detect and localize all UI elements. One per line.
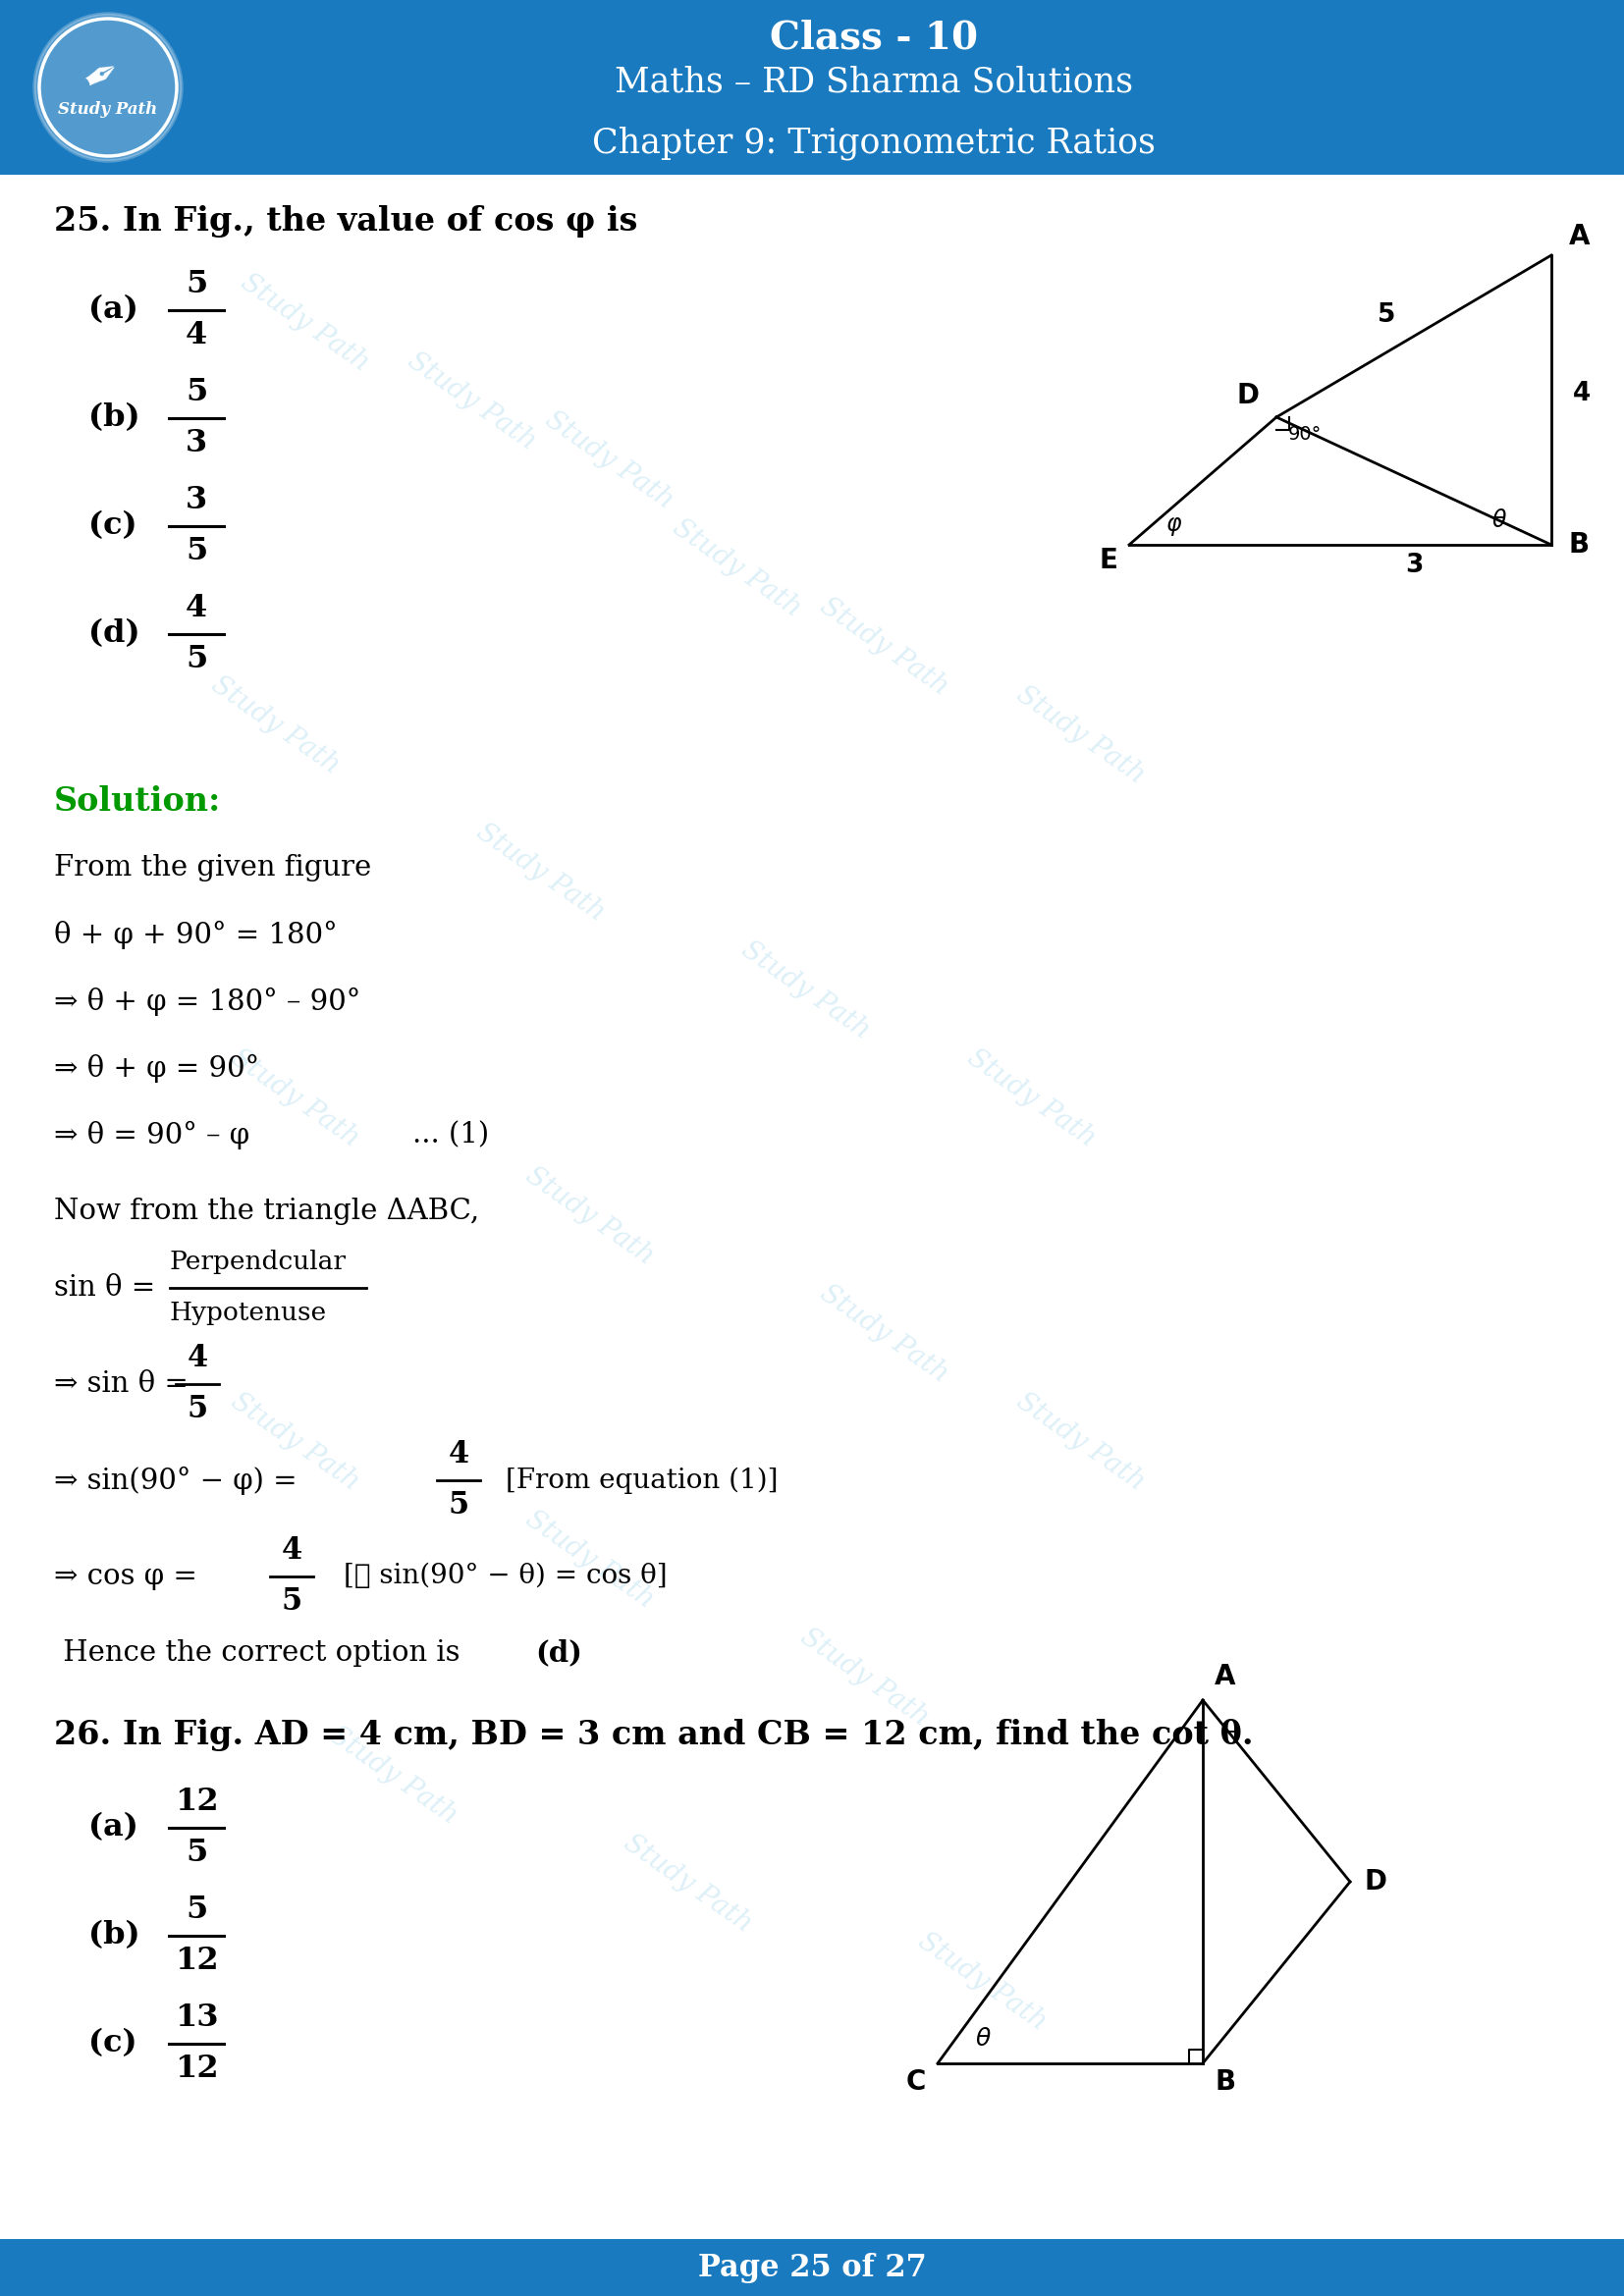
Text: φ: φ: [1166, 512, 1182, 535]
Text: Study Path: Study Path: [226, 1045, 364, 1153]
Text: D: D: [1364, 1869, 1387, 1896]
Text: Maths – RD Sharma Solutions: Maths – RD Sharma Solutions: [614, 67, 1134, 99]
Text: 90°: 90°: [1288, 425, 1322, 443]
Text: (b): (b): [88, 1919, 140, 1952]
Text: Study Path: Study Path: [58, 101, 158, 117]
Text: (a): (a): [88, 294, 138, 326]
Text: θ: θ: [1492, 507, 1507, 533]
Text: ... (1): ... (1): [412, 1120, 489, 1148]
Text: [From equation (1)]: [From equation (1)]: [505, 1467, 778, 1495]
Text: ⇒ sin θ =: ⇒ sin θ =: [54, 1371, 198, 1398]
Text: θ: θ: [974, 2027, 991, 2050]
Text: (d): (d): [88, 620, 140, 650]
Text: 12: 12: [174, 1786, 218, 1818]
Text: Study Path: Study Path: [226, 1389, 364, 1497]
Text: Study Path: Study Path: [206, 670, 344, 778]
Text: 3: 3: [1405, 553, 1423, 579]
Text: Page 25 of 27: Page 25 of 27: [698, 2252, 926, 2282]
Text: Hence the correct option is: Hence the correct option is: [54, 1639, 469, 1667]
Text: ⇒ θ + φ = 180° – 90°: ⇒ θ + φ = 180° – 90°: [54, 987, 361, 1015]
Text: 12: 12: [174, 2055, 218, 2085]
Text: B: B: [1215, 2069, 1236, 2096]
Text: Study Path: Study Path: [471, 820, 609, 928]
Text: A: A: [1215, 1662, 1236, 1690]
Text: Perpendcular: Perpendcular: [171, 1249, 346, 1274]
Text: [∵ sin(90° − θ) = cos θ]: [∵ sin(90° − θ) = cos θ]: [344, 1564, 667, 1589]
Text: (d): (d): [536, 1639, 581, 1667]
Text: 5: 5: [185, 377, 208, 409]
Text: 5: 5: [187, 1394, 208, 1426]
Text: 25. In Fig., the value of cos φ is: 25. In Fig., the value of cos φ is: [54, 207, 638, 239]
Text: 5: 5: [185, 1839, 208, 1869]
Text: 3: 3: [185, 429, 208, 459]
Text: 4: 4: [448, 1440, 469, 1469]
Text: Hypotenuse: Hypotenuse: [171, 1302, 326, 1325]
Text: D: D: [1236, 381, 1259, 409]
Text: Study Path: Study Path: [961, 1045, 1099, 1153]
Text: Study Path: Study Path: [736, 937, 874, 1045]
Text: 5: 5: [185, 269, 208, 301]
Text: Study Path: Study Path: [1010, 1389, 1150, 1497]
Text: (c): (c): [88, 512, 136, 542]
Text: E: E: [1099, 546, 1117, 574]
Text: Now from the triangle ΔABC,: Now from the triangle ΔABC,: [54, 1199, 479, 1226]
Text: Study Path: Study Path: [520, 1506, 658, 1614]
Text: A: A: [1569, 223, 1590, 250]
Text: 13: 13: [174, 2002, 218, 2034]
Text: Study Path: Study Path: [667, 514, 806, 622]
Text: 12: 12: [174, 1947, 218, 1977]
Text: ⇒ cos φ =: ⇒ cos φ =: [54, 1564, 206, 1591]
Text: 4: 4: [185, 592, 208, 625]
FancyBboxPatch shape: [0, 2239, 1624, 2296]
Text: (c): (c): [88, 2027, 136, 2060]
Text: 4: 4: [281, 1536, 302, 1566]
Text: θ + φ + 90° = 180°: θ + φ + 90° = 180°: [54, 921, 338, 948]
Text: From the given figure: From the given figure: [54, 854, 372, 882]
Text: 5: 5: [281, 1587, 302, 1616]
Text: Solution:: Solution:: [54, 785, 221, 817]
Text: 26. In Fig. AD = 4 cm, BD = 3 cm and CB = 12 cm, find the cot θ.: 26. In Fig. AD = 4 cm, BD = 3 cm and CB …: [54, 1717, 1254, 1752]
Text: Study Path: Study Path: [794, 1623, 934, 1731]
Text: 4: 4: [187, 1343, 208, 1373]
Text: ⇒ sin(90° − φ) =: ⇒ sin(90° − φ) =: [54, 1465, 307, 1495]
Text: Study Path: Study Path: [539, 406, 677, 514]
Text: ⇒ θ = 90° – φ: ⇒ θ = 90° – φ: [54, 1120, 250, 1148]
Text: ✒: ✒: [76, 48, 130, 103]
Text: Study Path: Study Path: [520, 1162, 658, 1270]
Text: 5: 5: [185, 1894, 208, 1926]
Text: Study Path: Study Path: [619, 1830, 757, 1938]
Text: (a): (a): [88, 1812, 138, 1844]
Text: (b): (b): [88, 404, 140, 434]
Text: Study Path: Study Path: [815, 1281, 953, 1389]
Text: 3: 3: [185, 484, 208, 517]
Text: 4: 4: [185, 321, 208, 351]
Text: sin θ =: sin θ =: [54, 1274, 164, 1302]
Text: 5: 5: [185, 537, 208, 567]
Text: Study Path: Study Path: [913, 1929, 1051, 2037]
Text: 5: 5: [1377, 303, 1395, 328]
FancyBboxPatch shape: [0, 0, 1624, 174]
Text: Study Path: Study Path: [403, 347, 541, 455]
Text: Study Path: Study Path: [1010, 682, 1150, 790]
Text: 5: 5: [448, 1490, 469, 1520]
Text: B: B: [1569, 530, 1590, 558]
Text: Chapter 9: Trigonometric Ratios: Chapter 9: Trigonometric Ratios: [593, 126, 1156, 161]
Text: Study Path: Study Path: [323, 1722, 461, 1830]
Text: Study Path: Study Path: [815, 592, 953, 700]
Text: 5: 5: [185, 645, 208, 675]
Text: Study Path: Study Path: [235, 269, 374, 377]
Text: 4: 4: [1574, 381, 1592, 406]
Text: C: C: [906, 2069, 926, 2096]
Text: Class - 10: Class - 10: [770, 18, 978, 55]
Circle shape: [34, 14, 182, 161]
Text: ⇒ θ + φ = 90°: ⇒ θ + φ = 90°: [54, 1054, 260, 1081]
